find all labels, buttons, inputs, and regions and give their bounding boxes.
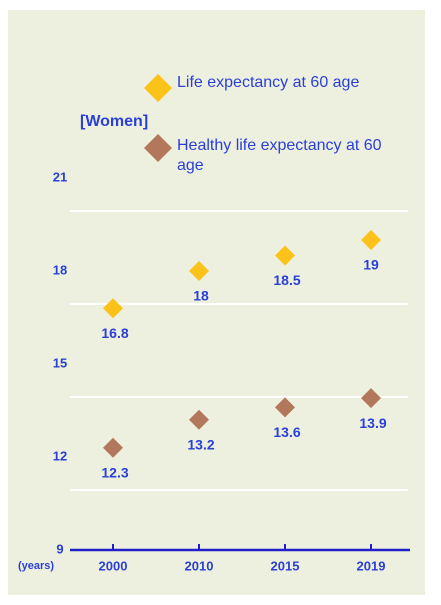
y-tick-label: 12 (53, 448, 67, 463)
legend-swatch (144, 134, 172, 162)
marker (361, 388, 381, 409)
data-label: 16.8 (101, 325, 128, 341)
data-label: 13.2 (187, 437, 214, 453)
x-tick-label: 2015 (271, 558, 300, 573)
y-tick-label: 15 (53, 355, 67, 370)
marker (275, 397, 295, 418)
marker (361, 230, 381, 250)
x-tick-label: 2019 (357, 558, 386, 573)
chart-title: [Women] (80, 113, 148, 130)
data-label: 13.6 (273, 424, 300, 440)
legend-label: Healthy life expectancy at 60 age (177, 137, 382, 174)
x-tick-label: 2000 (99, 558, 128, 573)
x-axis-label: (years) (18, 560, 54, 572)
data-label: 18 (193, 288, 209, 304)
data-label: 12.3 (101, 464, 128, 480)
data-label: 13.9 (359, 415, 386, 431)
y-tick-label: 21 (53, 169, 67, 184)
x-tick-label: 2010 (185, 558, 214, 573)
marker (103, 437, 123, 458)
marker (189, 261, 209, 281)
chart-background (8, 10, 425, 595)
y-tick-label: 9 (56, 541, 63, 556)
legend-label: Life expectancy at 60 age (177, 74, 360, 91)
y-tick-label: 18 (53, 262, 67, 277)
legend-swatch (144, 74, 172, 102)
data-label: 19 (363, 257, 379, 273)
marker (275, 245, 295, 266)
marker (103, 298, 123, 319)
marker (189, 409, 209, 430)
data-label: 18.5 (273, 272, 300, 288)
